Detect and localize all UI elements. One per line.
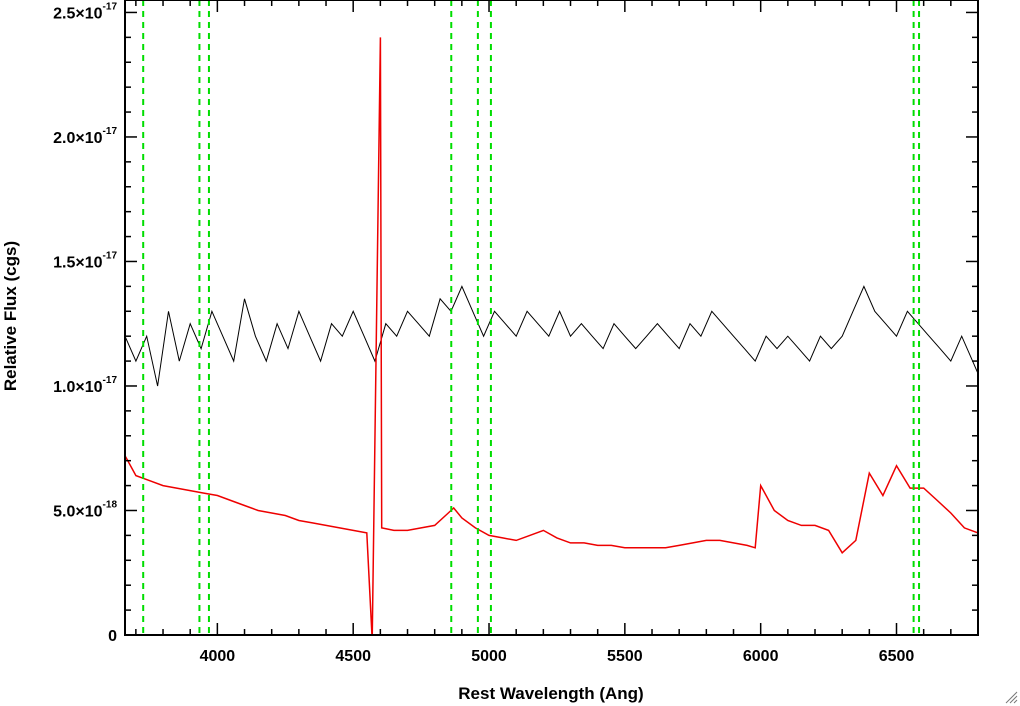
plot-frame (124, 0, 979, 636)
x-axis-title: Rest Wavelength (Ang) (458, 684, 643, 703)
x-tick-label: 4500 (335, 648, 371, 665)
x-tick-label: 4000 (200, 648, 236, 665)
y-tick-label: 2.5×10-17 (53, 1, 117, 22)
axes-frame (124, 0, 979, 636)
y-tick-label: 0 (108, 628, 117, 645)
spectrum-series-2 (125, 37, 978, 635)
plot-area (125, 37, 978, 635)
x-tick-label: 6000 (743, 648, 779, 665)
x-tick-label: 6500 (879, 648, 915, 665)
y-tick-label: 1.5×10-17 (53, 250, 117, 271)
y-tick-label: 1.0×10-17 (53, 375, 117, 396)
y-tick-label: 2.0×10-17 (53, 126, 117, 147)
reference-lines (142, 0, 921, 635)
axis-ticks: 4000 4500 5000 5500 6000 6500 0 5.0×10-18 1.0×10… (53, 0, 979, 665)
x-tick-label: 5500 (607, 648, 643, 665)
resize-grip-icon[interactable] (1004, 690, 1018, 704)
x-tick-label: 5000 (471, 648, 507, 665)
spectrum-series-1 (125, 285, 978, 387)
y-axis-title: Relative Flux (cgs) (1, 241, 20, 391)
y-tick-label: 5.0×10-18 (53, 499, 117, 520)
